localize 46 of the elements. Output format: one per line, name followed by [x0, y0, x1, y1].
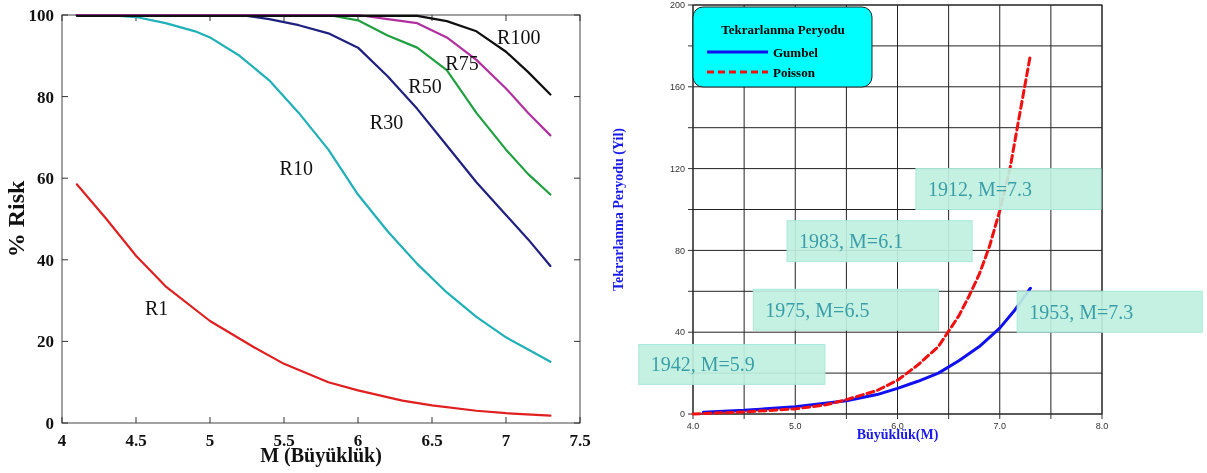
x-tick-label: 4	[57, 431, 67, 450]
y-tick-label: 200	[669, 0, 685, 11]
y-tick-label: 120	[669, 163, 685, 174]
callout-box: 1942, M=5.9	[638, 343, 826, 385]
x-tick-label: 7.0	[993, 421, 1007, 431]
y-tick-label: 20	[37, 332, 54, 352]
x-tick-label: 4.5	[125, 431, 147, 450]
annotation: 1975, M=6.5	[765, 298, 870, 321]
callout-box: 1975, M=6.5	[752, 288, 939, 331]
y-tick-label: 80	[37, 87, 54, 107]
series-label: R10	[279, 157, 313, 180]
x-tick-label: 7.5	[569, 431, 591, 450]
x-tick-label: 6.5	[421, 431, 443, 450]
line-series	[75, 14, 552, 96]
series-label: R50	[408, 74, 442, 97]
legend-title: Tekrarlanma Peryodu	[721, 22, 845, 37]
annotation: 1953, M=7.3	[1029, 300, 1134, 323]
legend-label: Poisson	[773, 64, 816, 80]
x-tick-label: 5	[205, 431, 215, 450]
callout-box: 1953, M=7.3	[1016, 290, 1203, 333]
annotation: 1912, M=7.3	[927, 178, 1032, 201]
series-label: R30	[369, 111, 404, 134]
y-tick-label: 100	[28, 5, 54, 25]
y-axis-title: Tekrarlanma Peryodu (Yil)	[611, 127, 627, 292]
annotation: 1983, M=6.1	[799, 230, 904, 253]
y-tick-label: 80	[674, 245, 685, 256]
y-tick-label: 160	[669, 81, 685, 92]
y-tick-label: 0	[679, 409, 685, 420]
x-tick-label: 4.0	[686, 421, 700, 431]
y-axis-title: % Risk	[3, 180, 29, 258]
annotation: 1942, M=5.9	[650, 353, 755, 376]
y-tick-label: 40	[37, 250, 54, 270]
x-tick-label: 8.0	[1095, 421, 1109, 431]
line-series	[75, 13, 552, 137]
series-label: R1	[144, 297, 169, 320]
legend-label: Gumbel	[773, 44, 819, 60]
line-series	[75, 183, 552, 417]
x-tick-label: 5.0	[788, 421, 802, 431]
callout-box: 1983, M=6.1	[786, 220, 973, 263]
series-label: R75	[445, 51, 479, 74]
x-tick-label: 7	[501, 431, 511, 450]
series-label: R100	[497, 25, 541, 48]
y-tick-label: 40	[674, 327, 685, 338]
y-tick-label: 0	[45, 413, 54, 433]
y-tick-label: 60	[37, 169, 54, 189]
callout-box: 1912, M=7.3	[915, 168, 1102, 210]
